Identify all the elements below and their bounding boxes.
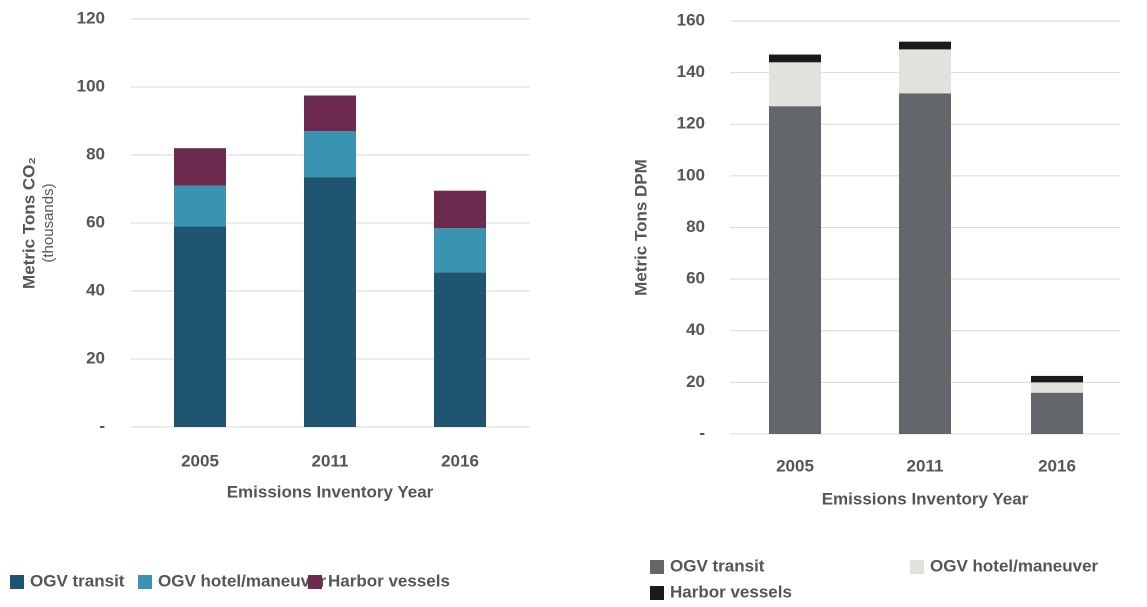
bar-segment <box>304 131 356 178</box>
bar-segment <box>174 148 226 186</box>
legend-label: Harbor vessels <box>670 582 792 601</box>
y-tick-label: - <box>99 416 105 435</box>
y-tick-label: 80 <box>686 217 705 236</box>
y-tick-label: 100 <box>677 165 705 184</box>
legend-swatch <box>138 575 152 589</box>
bar-segment <box>174 226 226 427</box>
bar-segment <box>1031 382 1083 393</box>
x-tick-label: 2005 <box>181 451 219 470</box>
y-axis-title: Metric Tons DPM <box>631 159 650 296</box>
y-tick-label: 40 <box>86 280 105 299</box>
bar-segment <box>769 106 821 435</box>
x-tick-label: 2005 <box>776 456 814 475</box>
y-tick-label: 100 <box>77 76 105 95</box>
bar-segment <box>434 272 486 427</box>
legend-swatch <box>308 575 322 589</box>
x-axis-title: Emissions Inventory Year <box>227 482 434 501</box>
y-axis-title: Metric Tons CO₂ <box>19 157 38 289</box>
bar-segment <box>304 95 356 132</box>
bar-segment <box>1031 375 1083 383</box>
bar-segment <box>899 93 951 435</box>
x-tick-label: 2011 <box>312 451 349 470</box>
y-tick-label: 80 <box>86 144 105 163</box>
y-axis-subtitle: (thousands) <box>40 183 57 262</box>
y-tick-label: 20 <box>686 372 705 391</box>
y-tick-label: 60 <box>86 212 105 231</box>
bar-segment <box>434 228 486 273</box>
x-tick-label: 2016 <box>1038 456 1076 475</box>
y-tick-label: 20 <box>86 348 105 367</box>
y-tick-label: - <box>699 423 705 442</box>
legend-swatch <box>650 560 664 574</box>
bar-segment <box>1031 392 1083 434</box>
bar-segment <box>769 54 821 63</box>
legend-swatch <box>10 575 24 589</box>
x-tick-label: 2011 <box>907 456 944 475</box>
legend-swatch <box>650 586 664 600</box>
y-tick-label: 160 <box>677 10 705 29</box>
legend-label: OGV hotel/maneuver <box>158 571 327 590</box>
legend-label: Harbor vessels <box>328 571 450 590</box>
x-axis-title: Emissions Inventory Year <box>822 489 1029 508</box>
bar-segment <box>434 190 486 229</box>
y-tick-label: 140 <box>677 62 705 81</box>
legend-label: OGV transit <box>670 556 765 575</box>
bar-segment <box>899 41 951 50</box>
bar-segment <box>769 62 821 107</box>
y-tick-label: 120 <box>77 8 105 27</box>
bar-segment <box>304 177 356 427</box>
legend-label: OGV hotel/maneuver <box>930 556 1099 575</box>
y-tick-label: 60 <box>686 269 705 288</box>
x-tick-label: 2016 <box>441 451 479 470</box>
bar-segment <box>174 185 226 227</box>
bar-segment <box>899 49 951 94</box>
legend-label: OGV transit <box>30 571 125 590</box>
y-tick-label: 120 <box>677 114 705 133</box>
y-tick-label: 40 <box>686 320 705 339</box>
legend-swatch <box>910 560 924 574</box>
